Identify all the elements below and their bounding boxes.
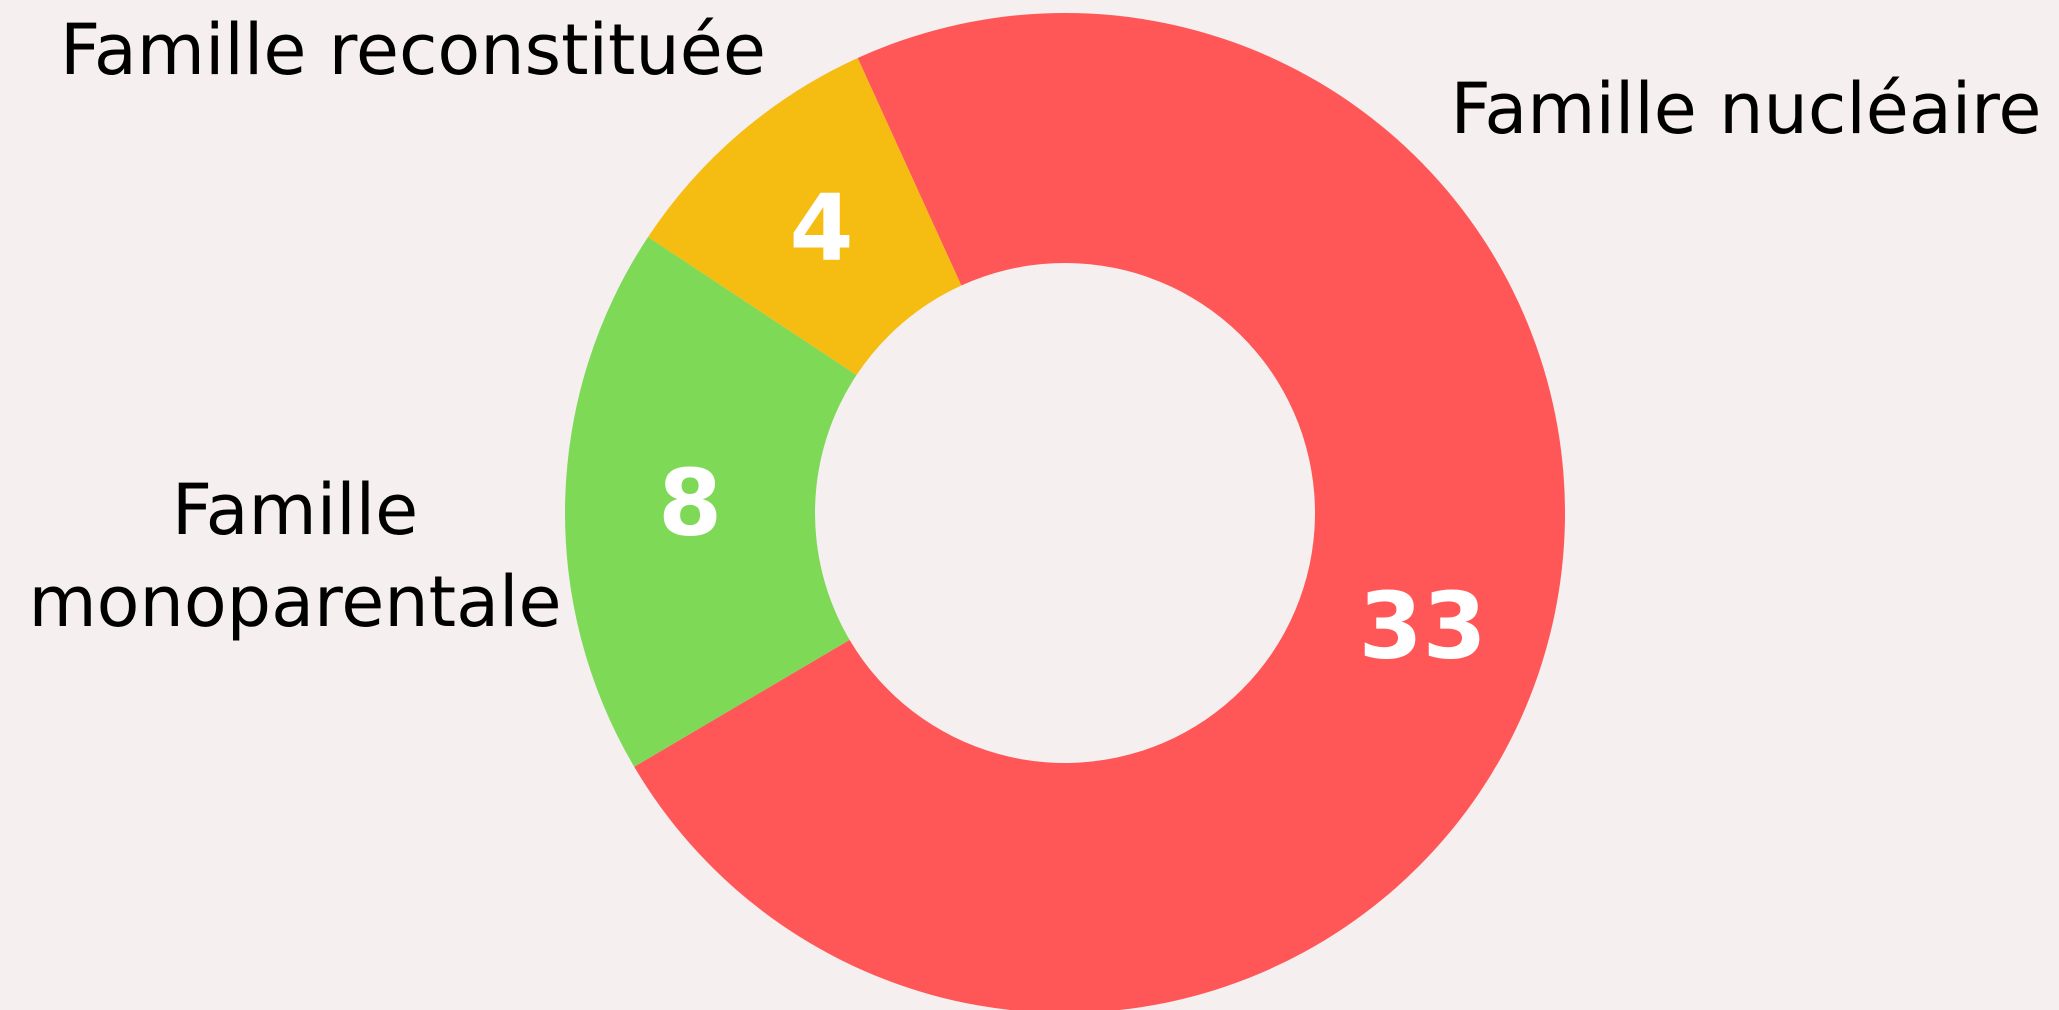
slice xyxy=(564,237,857,767)
value-label: 4 xyxy=(789,174,853,281)
slice xyxy=(648,58,962,376)
slice xyxy=(634,13,1565,1010)
category-label: Famille nucléaire xyxy=(1450,68,2042,150)
category-label: Famille reconstituée xyxy=(60,9,766,91)
value-label: 33 xyxy=(1359,572,1487,679)
value-label: 8 xyxy=(658,450,722,557)
category-label: Famille monoparentale xyxy=(28,469,562,643)
